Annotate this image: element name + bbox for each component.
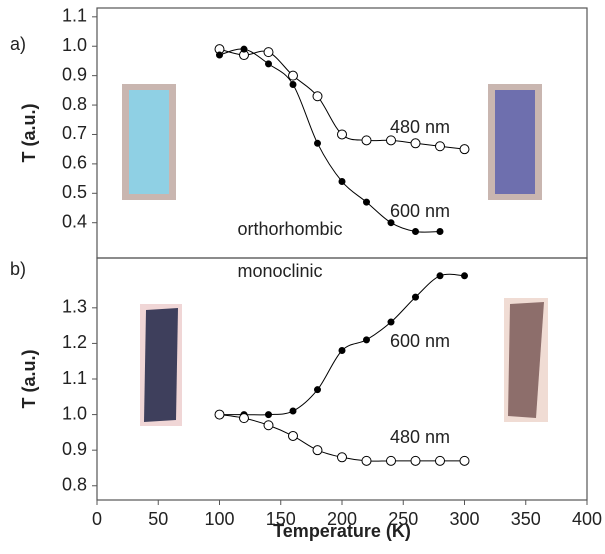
data-point xyxy=(288,430,298,441)
data-point xyxy=(435,141,445,152)
x-tick-label: 400 xyxy=(572,509,602,529)
annotation: orthorhombic xyxy=(237,219,342,239)
data-point xyxy=(216,51,223,59)
data-point xyxy=(436,228,444,236)
data-point xyxy=(265,60,272,68)
y-tick-label: 1.2 xyxy=(62,332,87,352)
data-point xyxy=(263,47,274,58)
y-tick-label: 0.9 xyxy=(62,439,87,459)
y-tick-label: 0.8 xyxy=(62,94,87,114)
series-label: 480 nm xyxy=(390,427,450,447)
data-point xyxy=(288,70,298,81)
data-point xyxy=(214,409,225,420)
y-tick-label: 1.3 xyxy=(62,297,87,317)
data-point xyxy=(363,336,370,344)
x-tick-label: 300 xyxy=(449,509,479,529)
data-point xyxy=(386,135,396,146)
data-point xyxy=(436,272,444,280)
data-point xyxy=(461,272,468,280)
data-point xyxy=(312,445,323,456)
data-point xyxy=(338,178,346,186)
x-tick-label: 100 xyxy=(204,509,234,529)
x-tick-label: 50 xyxy=(148,509,168,529)
data-point xyxy=(263,420,274,431)
crystal-photos xyxy=(122,84,548,426)
data-point xyxy=(459,455,470,466)
data-point xyxy=(361,455,372,466)
series-label: 480 nm xyxy=(390,117,450,137)
panel-label: b) xyxy=(10,259,26,279)
data-point xyxy=(410,138,421,149)
photo-crystal xyxy=(508,302,544,418)
photo-crystal xyxy=(129,90,169,194)
series-label: 600 nm xyxy=(390,201,450,221)
x-tick-label: 200 xyxy=(327,509,357,529)
y-tick-label: 0.9 xyxy=(62,64,87,84)
data-point xyxy=(289,80,297,88)
x-tick-label: 150 xyxy=(266,509,296,529)
photo-crystal xyxy=(144,308,178,422)
data-point xyxy=(338,347,346,355)
y-tick-label: 0.5 xyxy=(62,182,87,202)
y-tick-label: 0.4 xyxy=(62,211,87,231)
data-point xyxy=(265,411,272,419)
data-point xyxy=(337,129,347,140)
y-axis-label: T (a.u.) xyxy=(19,104,39,163)
x-axis-label: Temperature (K) xyxy=(273,521,411,541)
photo-crystal xyxy=(495,90,535,194)
annotation: monoclinic xyxy=(237,261,322,281)
y-tick-label: 1.1 xyxy=(62,368,87,388)
data-point xyxy=(386,455,396,466)
panel-label: a) xyxy=(10,34,26,54)
data-point xyxy=(387,318,395,326)
data-point xyxy=(435,455,445,466)
y-tick-label: 0.8 xyxy=(62,475,87,495)
data-point xyxy=(239,413,249,424)
data-point xyxy=(337,452,347,463)
data-point xyxy=(312,91,323,102)
y-tick-label: 1.1 xyxy=(62,6,87,26)
y-tick-label: 0.6 xyxy=(62,153,87,173)
data-point xyxy=(363,198,370,206)
data-point xyxy=(240,45,248,53)
data-point xyxy=(361,135,372,146)
data-point xyxy=(412,228,419,236)
data-point xyxy=(289,407,297,415)
y-tick-label: 0.7 xyxy=(62,123,87,143)
data-point xyxy=(314,139,321,147)
y-tick-label: 1.0 xyxy=(62,403,87,423)
data-point xyxy=(314,386,321,394)
data-point xyxy=(459,144,470,155)
x-tick-label: 0 xyxy=(92,509,102,529)
y-axis-label: T (a.u.) xyxy=(19,350,39,409)
data-point xyxy=(412,293,419,301)
data-point xyxy=(410,455,421,466)
series-line xyxy=(219,48,441,233)
y-tick-label: 1.0 xyxy=(62,35,87,55)
x-tick-label: 250 xyxy=(388,509,418,529)
data-point xyxy=(387,219,395,227)
series-label: 600 nm xyxy=(390,331,450,351)
x-tick-label: 350 xyxy=(511,509,541,529)
